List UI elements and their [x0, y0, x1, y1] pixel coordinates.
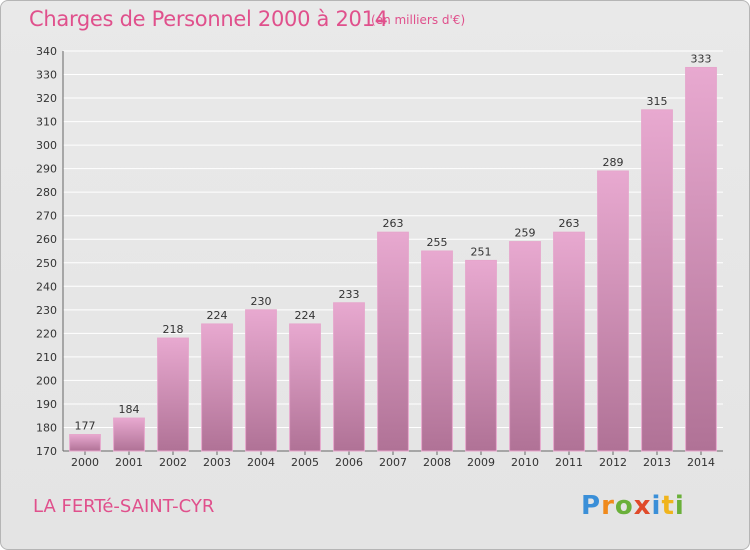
- y-tick-label: 260: [36, 233, 57, 246]
- data-label-2005: 224: [295, 309, 316, 322]
- data-label-2002: 218: [163, 323, 184, 336]
- y-tick-label: 200: [36, 374, 57, 387]
- x-tick-label-2004: 2004: [247, 456, 275, 469]
- y-tick-label: 240: [36, 280, 57, 293]
- x-tick-label-2010: 2010: [511, 456, 539, 469]
- chart-title: Charges de Personnel 2000 à 2014: [29, 7, 388, 31]
- bar-2006: [333, 302, 365, 452]
- x-tick-label-2003: 2003: [203, 456, 231, 469]
- bar-2012: [597, 170, 629, 452]
- x-tick-label-2009: 2009: [467, 456, 495, 469]
- bar-2009: [465, 259, 497, 452]
- labels: 170 180 190 200 210 220 230 240 250 260 270 280 290 3…: [36, 45, 715, 469]
- bar-2004: [245, 309, 277, 452]
- x-tick-label-2000: 2000: [71, 456, 99, 469]
- x-tick-label-2006: 2006: [335, 456, 363, 469]
- y-tick-label: 280: [36, 186, 57, 199]
- y-tick-label: 300: [36, 139, 57, 152]
- y-tick-label: 330: [36, 69, 57, 82]
- data-label-2009: 251: [471, 245, 492, 258]
- data-label-2012: 289: [603, 156, 624, 169]
- data-label-2010: 259: [515, 227, 536, 240]
- bar-2013: [641, 109, 673, 452]
- y-tick-label: 250: [36, 257, 57, 270]
- bar-2010: [509, 241, 541, 452]
- y-tick-label: 220: [36, 327, 57, 340]
- proxiti-logo[interactable]: Proxiti: [581, 491, 685, 521]
- y-tick-label: 230: [36, 304, 57, 317]
- y-tick-label: 290: [36, 163, 57, 176]
- bar-2001: [113, 417, 145, 452]
- data-label-2008: 255: [427, 236, 448, 249]
- y-tick-label: 170: [36, 445, 57, 458]
- y-tick-label: 310: [36, 116, 57, 129]
- y-tick-label: 210: [36, 351, 57, 364]
- bar-2008: [421, 250, 453, 452]
- data-label-2001: 184: [119, 403, 140, 416]
- bars: [69, 66, 717, 452]
- bar-2014: [685, 66, 717, 452]
- x-tick-label-2008: 2008: [423, 456, 451, 469]
- chart-subtitle: (en milliers d'€): [371, 13, 466, 27]
- data-label-2011: 263: [559, 217, 580, 230]
- data-label-2000: 177: [75, 420, 96, 433]
- x-tick-label-2005: 2005: [291, 456, 319, 469]
- x-tick-label-2011: 2011: [555, 456, 583, 469]
- y-tick-label: 340: [36, 45, 57, 58]
- bar-2003: [201, 323, 233, 452]
- data-label-2004: 230: [251, 295, 272, 308]
- y-tick-label: 270: [36, 210, 57, 223]
- bar-2002: [157, 337, 189, 452]
- y-tick-label: 180: [36, 421, 57, 434]
- location-label: LA FERTé-SAINT-CYR: [33, 496, 215, 517]
- data-label-2006: 233: [339, 288, 360, 301]
- x-tick-label-2014: 2014: [687, 456, 715, 469]
- bar-2005: [289, 323, 321, 452]
- data-label-2007: 263: [383, 217, 404, 230]
- x-tick-label-2001: 2001: [115, 456, 143, 469]
- x-tick-label-2013: 2013: [643, 456, 671, 469]
- data-label-2014: 333: [691, 52, 712, 65]
- x-tick-label-2007: 2007: [379, 456, 407, 469]
- bar-2007: [377, 231, 409, 452]
- x-tick-label-2002: 2002: [159, 456, 187, 469]
- bar-2011: [553, 231, 585, 452]
- x-tick-label-2012: 2012: [599, 456, 627, 469]
- bar-2000: [69, 434, 101, 452]
- data-label-2003: 224: [207, 309, 228, 322]
- y-tick-label: 190: [36, 398, 57, 411]
- data-label-2013: 315: [647, 95, 668, 108]
- y-tick-label: 320: [36, 92, 57, 105]
